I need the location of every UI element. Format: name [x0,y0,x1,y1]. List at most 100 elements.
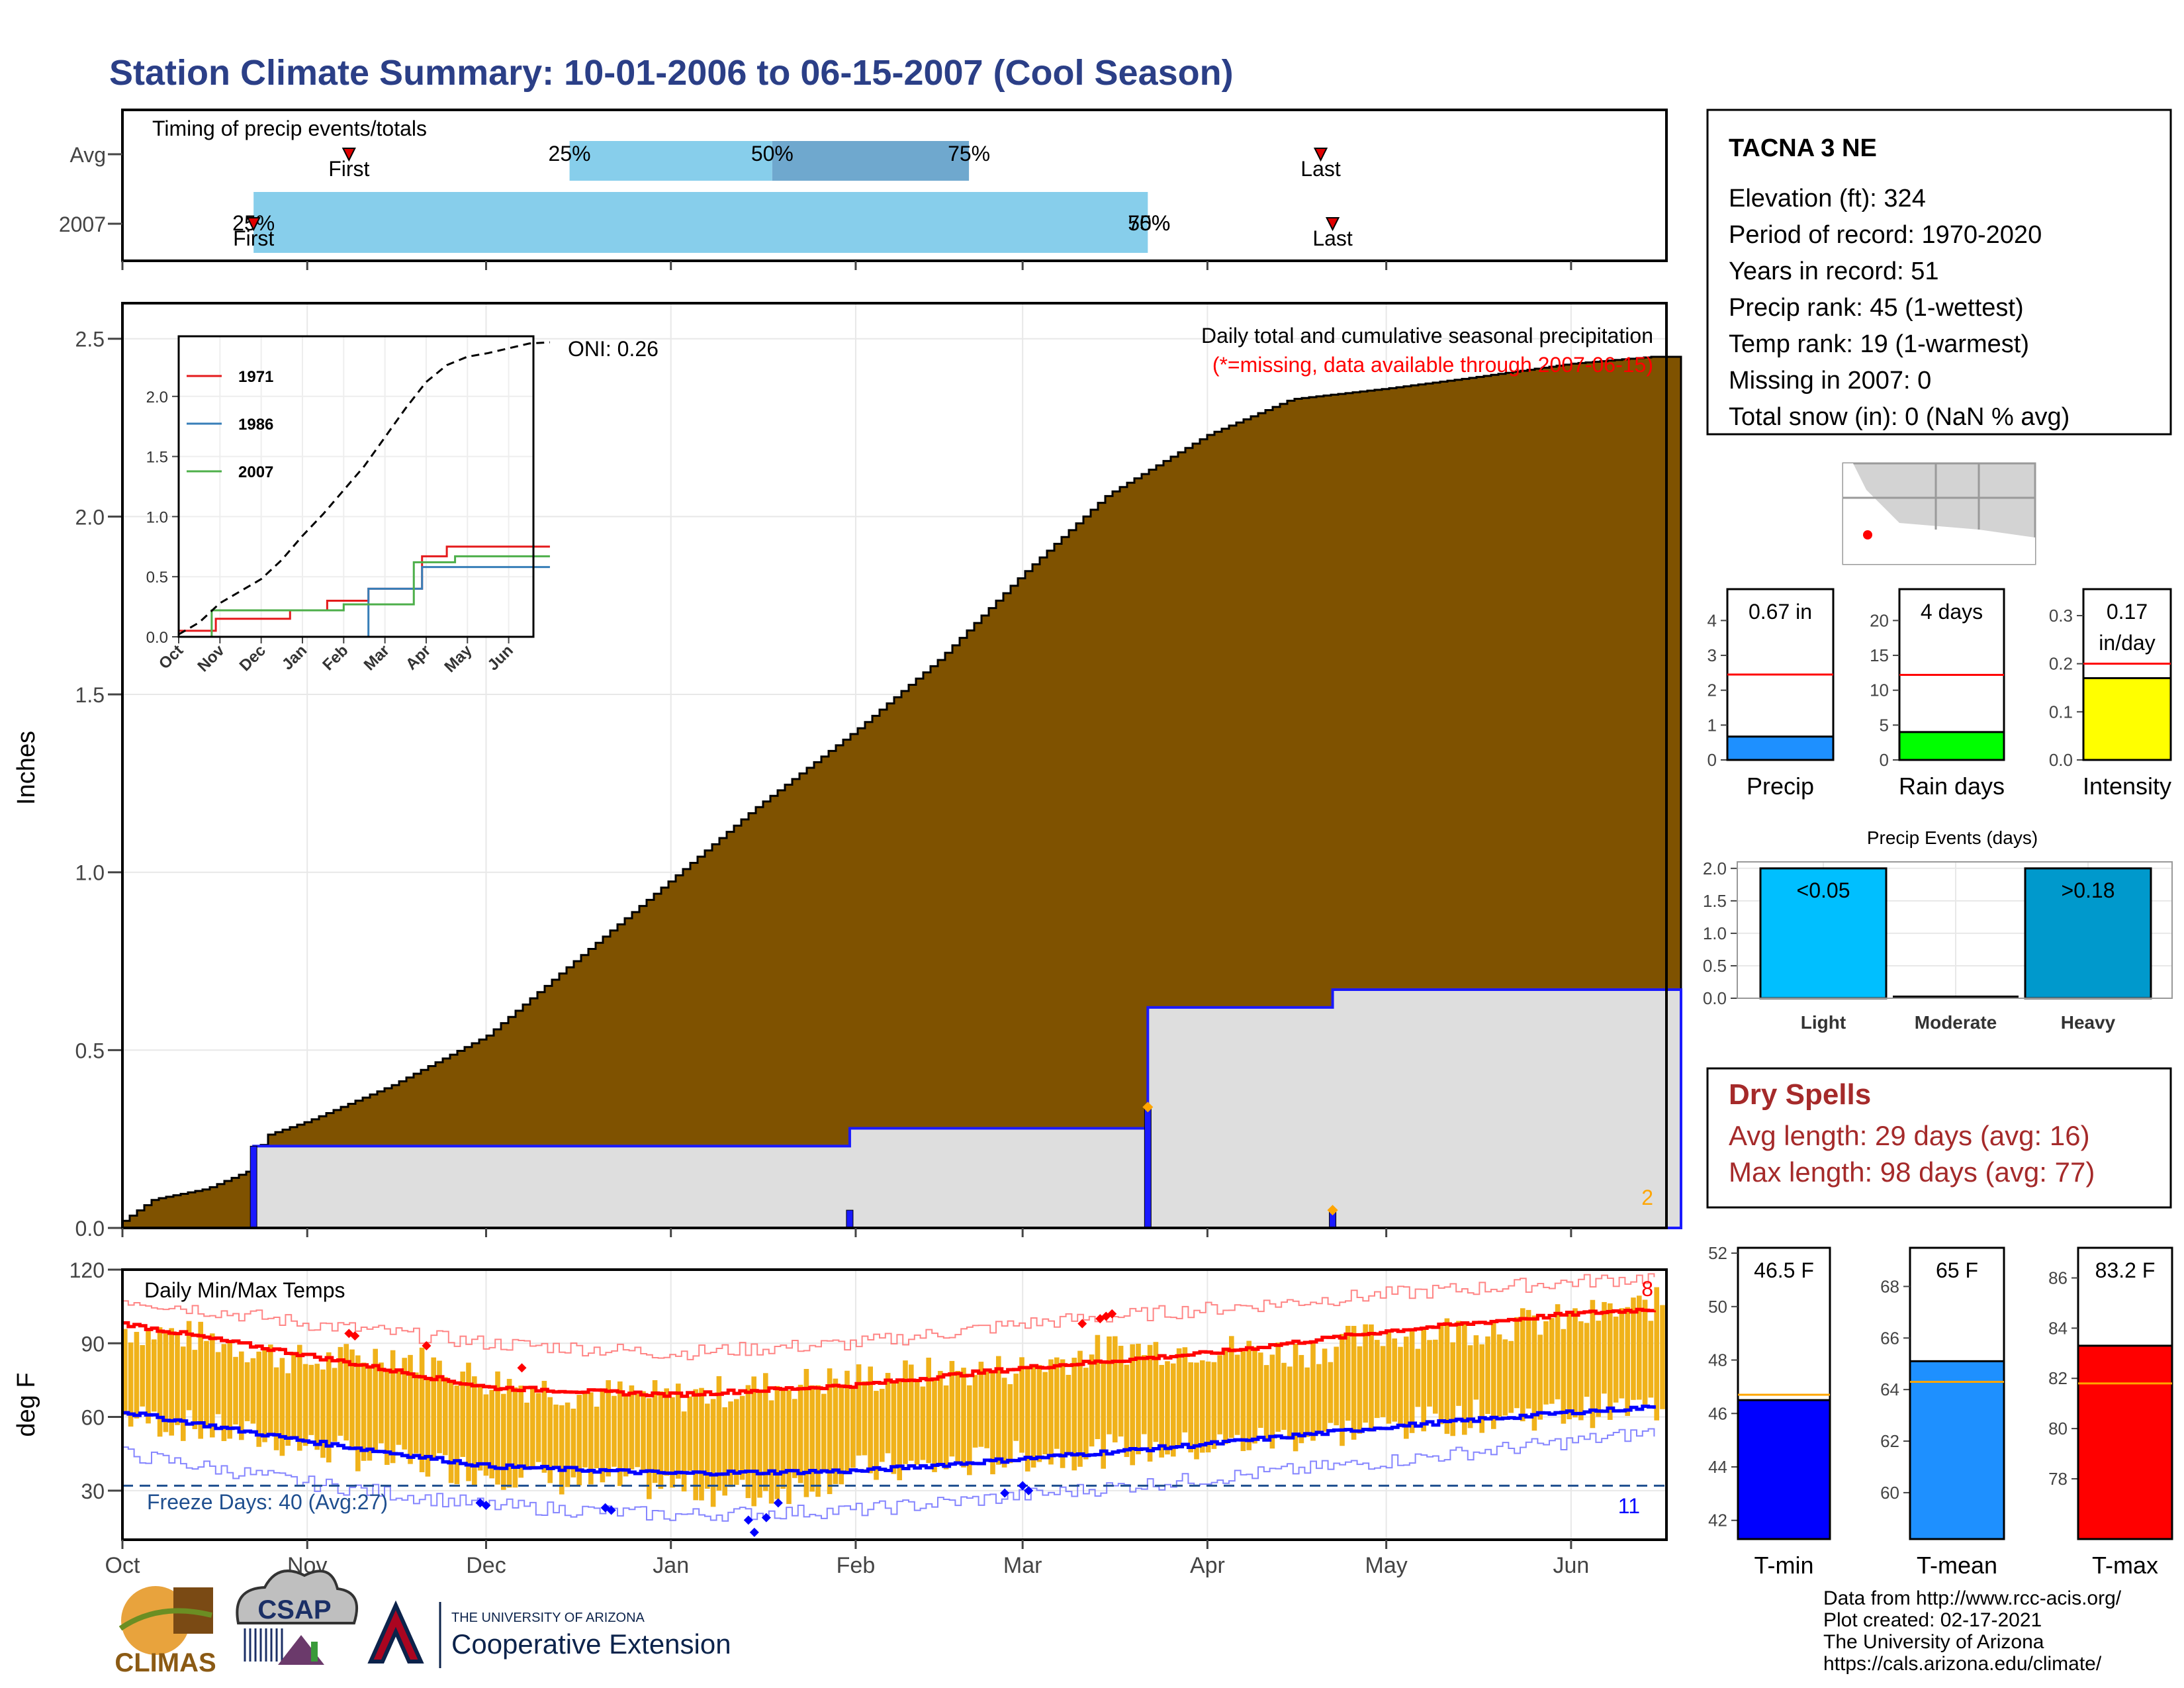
daily-temp-bar [594,1406,600,1469]
daily-precip-marker [1142,1102,1154,1113]
daily-temp-bar [1543,1321,1549,1405]
daily-temp-bar [693,1389,698,1501]
timing-avg-p25-label: 25% [549,142,591,165]
daily-temp-bar [367,1366,373,1461]
temp-x-tick-label: Oct [105,1553,140,1578]
temp-x-tick-label: Jun [1553,1553,1589,1578]
temp-y-label: deg F [13,1372,40,1436]
daily-temp-bar [1660,1305,1665,1409]
precip-total-label: Precip [1747,773,1814,800]
timing-row-label-avg: Avg [69,143,106,167]
inset-legend-label: 1986 [238,416,273,434]
station-info-line: Total snow (in): 0 (NaN % avg) [1729,403,2070,431]
tmin-summary-value-bar [1737,1399,1831,1540]
daily-temp-bar [1165,1361,1170,1455]
daily-temp-bar [547,1397,553,1483]
freeze-days-label: Freeze Days: 40 (Avg:27) [147,1490,388,1514]
daily-temp-bar [122,1329,128,1415]
daily-temp-bar [1421,1327,1426,1432]
footer-credit-line: Data from http://www.rcc-acis.org/ [1823,1587,2122,1609]
daily-temp-bar [996,1356,1001,1465]
main-y-tick-label: 1.5 [75,683,105,707]
daily-temp-bar [204,1340,209,1428]
record-low-marker [481,1501,491,1511]
daily-temp-bar [1654,1287,1659,1421]
record-high-marker [1077,1319,1087,1329]
daily-temp-bar [1456,1321,1461,1406]
daily-temp-bar [256,1351,261,1447]
daily-temp-bar [233,1356,238,1425]
daily-temp-bar [1113,1336,1118,1442]
temp-x-tick-label: May [1365,1553,1408,1578]
record-low-marker [606,1505,616,1515]
daily-temp-bar [1234,1354,1240,1435]
station-info-line: Temp rank: 19 (1-warmest) [1729,330,2029,358]
daily-temp-bar [128,1342,134,1427]
dry-spells-box [1706,1067,2172,1209]
tmean-summary-y-tick-label: 60 [1880,1483,1899,1503]
daily-temp-bar [833,1378,839,1484]
timing-avg-p50-label: 50% [751,142,794,165]
daily-temp-bar [1083,1368,1089,1460]
daily-temp-bar [169,1328,174,1436]
climas-logo-text: CLIMAS [114,1648,216,1677]
oni-label: ONI: 0.26 [568,337,659,361]
daily-temp-bar [186,1321,192,1411]
daily-temp-bar [1467,1345,1473,1429]
daily-temp-bar [390,1350,396,1464]
inset-plot-bg [179,336,533,637]
daily-temp-bar [308,1364,314,1435]
daily-temp-bar [909,1364,914,1461]
daily-temp-bar [157,1327,163,1437]
daily-temp-bar [396,1368,402,1445]
daily-temp-bar [774,1385,780,1499]
inset-series-1971 [179,545,550,632]
precip-total-value-label: 0.67 in [1749,600,1812,624]
daily-temp-bar [1136,1343,1141,1455]
precip-events-title: Precip Events (days) [1867,827,2038,848]
daily-temp-bar [1619,1308,1625,1399]
daily-temp-bar [1030,1367,1036,1468]
inset-average-line [178,341,551,635]
daily-temp-bar [559,1405,565,1495]
daily-temp-bar [1048,1359,1054,1465]
station-info-line: Precip rank: 45 (1-wettest) [1729,294,2024,322]
tmin-summary-y-tick-label: 50 [1708,1297,1727,1317]
record-low-marker [743,1515,753,1525]
daily-temp-bar [506,1379,512,1488]
station-info-line: Elevation (ft): 324 [1729,185,1926,212]
daily-temp-bar [227,1342,232,1439]
daily-temp-bar [844,1370,850,1474]
daily-temp-bar [1473,1335,1479,1400]
precip-events-value-label: >0.18 [2062,878,2115,902]
tmax-summary-label: T-max [2092,1552,2158,1579]
precip-total-y-tick-label: 4 [1707,610,1717,630]
daily-temp-bar [361,1362,367,1461]
daily-temp-bar [1142,1355,1147,1434]
daily-temp-bar [512,1387,518,1488]
tmax-summary-y-tick-label: 80 [2048,1419,2068,1438]
daily-temp-bar [414,1372,419,1454]
daily-precip-bar [1144,1106,1152,1229]
daily-temp-bar [967,1385,972,1476]
daily-temp-bar [1071,1358,1077,1471]
precip-events-y-tick-label: 0.0 [1703,988,1727,1008]
daily-temp-bar [705,1403,710,1489]
daily-temp-bar [448,1381,454,1483]
daily-temp-bar [850,1387,856,1468]
record-high-marker [350,1331,360,1341]
record-low-marker [1000,1488,1010,1498]
daily-temp-bar [163,1333,169,1432]
daily-temp-bar [1252,1346,1257,1444]
daily-temp-bar [716,1376,722,1491]
timing-2007-p50-label: 50% [1128,211,1170,235]
daily-temp-bar [1433,1339,1438,1414]
timing-2007-first-marker [246,217,261,232]
daily-temp-bar [1502,1339,1508,1416]
intensity-label: Intensity [2083,773,2171,800]
record-low-marker [1024,1485,1034,1495]
precip-events-y-tick-label: 2.0 [1703,859,1727,878]
daily-temp-bar [1269,1354,1275,1449]
timing-2007-last-marker [1325,217,1340,232]
daily-temp-bar [1531,1315,1537,1431]
